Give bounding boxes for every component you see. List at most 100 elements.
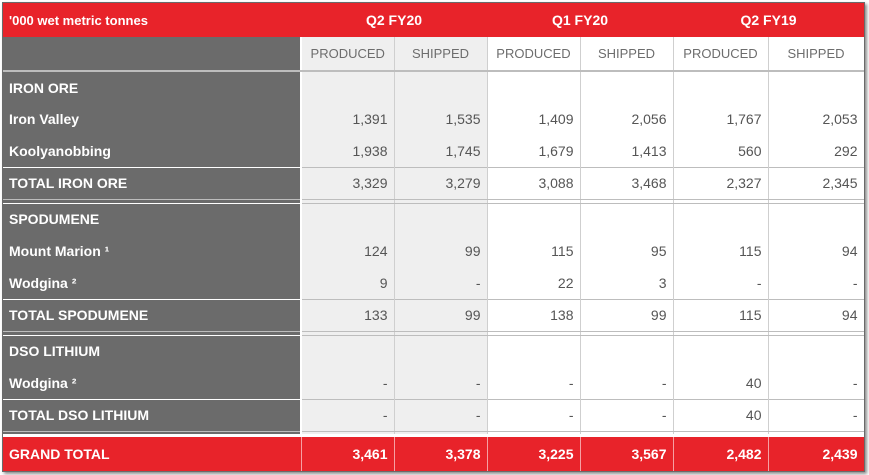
row-label: Iron Valley [3, 103, 302, 135]
section-total-row: TOTAL SPODUMENE 133 99 138 99 115 94 [3, 298, 864, 332]
table-row: Mount Marion ¹ 124 99 115 95 115 94 [3, 235, 864, 267]
period-header: Q1 FY20 [487, 3, 673, 37]
value-cell [301, 71, 395, 103]
subheader-blank [3, 37, 302, 72]
subcolumn-header: PRODUCED [301, 37, 395, 72]
section-header-row: DSO LITHIUM [3, 335, 864, 367]
separator-cell [394, 199, 488, 204]
value-cell: 94 [768, 235, 864, 267]
separator-cell [580, 199, 674, 204]
value-cell: 138 [487, 298, 581, 332]
section-separator [3, 331, 864, 336]
value-cell [768, 71, 864, 103]
value-cell [768, 203, 864, 235]
value-cell: 2,053 [768, 103, 864, 135]
period-header: Q2 FY20 [301, 3, 487, 37]
value-cell: 3,329 [301, 166, 395, 200]
separator-cell [580, 331, 674, 336]
value-cell: 1,391 [301, 103, 395, 135]
production-table: '000 wet metric tonnes Q2 FY20 Q1 FY20 Q… [3, 3, 864, 471]
value-cell: 133 [301, 298, 395, 332]
value-cell: 99 [394, 235, 488, 267]
value-cell [580, 71, 674, 103]
value-cell: - [768, 367, 864, 399]
row-label: GRAND TOTAL [3, 433, 302, 471]
value-cell: 95 [580, 235, 674, 267]
separator-cell [673, 331, 769, 336]
separator-cell [673, 199, 769, 204]
subcolumn-header: PRODUCED [487, 37, 581, 72]
value-cell [487, 335, 581, 367]
table-row: Koolyanobbing 1,938 1,745 1,679 1,413 560 292 [3, 135, 864, 167]
value-cell: 560 [673, 135, 769, 167]
value-cell: - [394, 398, 488, 432]
section-separator [3, 199, 864, 204]
separator-cell [301, 331, 395, 336]
value-cell: 2,345 [768, 166, 864, 200]
value-cell [768, 335, 864, 367]
value-cell: 22 [487, 267, 581, 299]
value-cell: - [394, 367, 488, 399]
value-cell [673, 203, 769, 235]
value-cell: 1,409 [487, 103, 581, 135]
table-row: Iron Valley 1,391 1,535 1,409 2,056 1,767 2,05… [3, 103, 864, 135]
value-cell: - [768, 267, 864, 299]
value-cell: 3,468 [580, 166, 674, 200]
value-cell [394, 335, 488, 367]
unit-label: '000 wet metric tonnes [3, 3, 301, 37]
subcolumn-header: PRODUCED [673, 37, 769, 72]
value-cell: 3,279 [394, 166, 488, 200]
value-cell [673, 335, 769, 367]
value-cell: - [580, 367, 674, 399]
separator-cell [394, 331, 488, 336]
value-cell: 1,938 [301, 135, 395, 167]
row-label: Mount Marion ¹ [3, 235, 302, 267]
section-header-row: IRON ORE [3, 71, 864, 103]
value-cell [394, 203, 488, 235]
title-row: '000 wet metric tonnes Q2 FY20 Q1 FY20 Q… [3, 3, 864, 37]
separator-cell [3, 331, 302, 336]
value-cell [301, 203, 395, 235]
value-cell: 1,535 [394, 103, 488, 135]
value-cell: 115 [487, 235, 581, 267]
value-cell: 3,088 [487, 166, 581, 200]
value-cell: 3,378 [394, 433, 488, 471]
value-cell: 3 [580, 267, 674, 299]
row-label: TOTAL SPODUMENE [3, 298, 302, 332]
value-cell: 94 [768, 298, 864, 332]
subheader-row: PRODUCED SHIPPED PRODUCED SHIPPED PRODUC… [3, 37, 864, 72]
row-label: Koolyanobbing [3, 135, 302, 167]
row-label: Wodgina ² [3, 367, 302, 399]
value-cell: - [394, 267, 488, 299]
row-label: TOTAL IRON ORE [3, 166, 302, 200]
value-cell: 99 [394, 298, 488, 332]
value-cell: 124 [301, 235, 395, 267]
value-cell [580, 203, 674, 235]
value-cell: 2,327 [673, 166, 769, 200]
separator-cell [487, 199, 581, 204]
table-row: Wodgina ² - - - -40- [3, 367, 864, 399]
value-cell: 2,439 [768, 433, 864, 471]
value-cell: 1,767 [673, 103, 769, 135]
value-cell: 115 [673, 235, 769, 267]
value-cell: 99 [580, 298, 674, 332]
separator-cell [768, 199, 864, 204]
row-label: DSO LITHIUM [3, 335, 302, 367]
separator-cell [301, 199, 395, 204]
section-total-row: TOTAL DSO LITHIUM - - - -40- [3, 398, 864, 432]
value-cell [580, 335, 674, 367]
row-label: SPODUMENE [3, 203, 302, 235]
value-cell [487, 203, 581, 235]
subcolumn-header: SHIPPED [394, 37, 488, 72]
value-cell: 1,679 [487, 135, 581, 167]
subcolumn-header: SHIPPED [580, 37, 674, 72]
value-cell: - [301, 367, 395, 399]
value-cell: 3,225 [487, 433, 581, 471]
value-cell: 115 [673, 298, 769, 332]
value-cell: - [768, 398, 864, 432]
value-cell: 2,482 [673, 433, 769, 471]
subcolumn-header: SHIPPED [768, 37, 864, 72]
separator-cell [768, 331, 864, 336]
value-cell: - [487, 398, 581, 432]
